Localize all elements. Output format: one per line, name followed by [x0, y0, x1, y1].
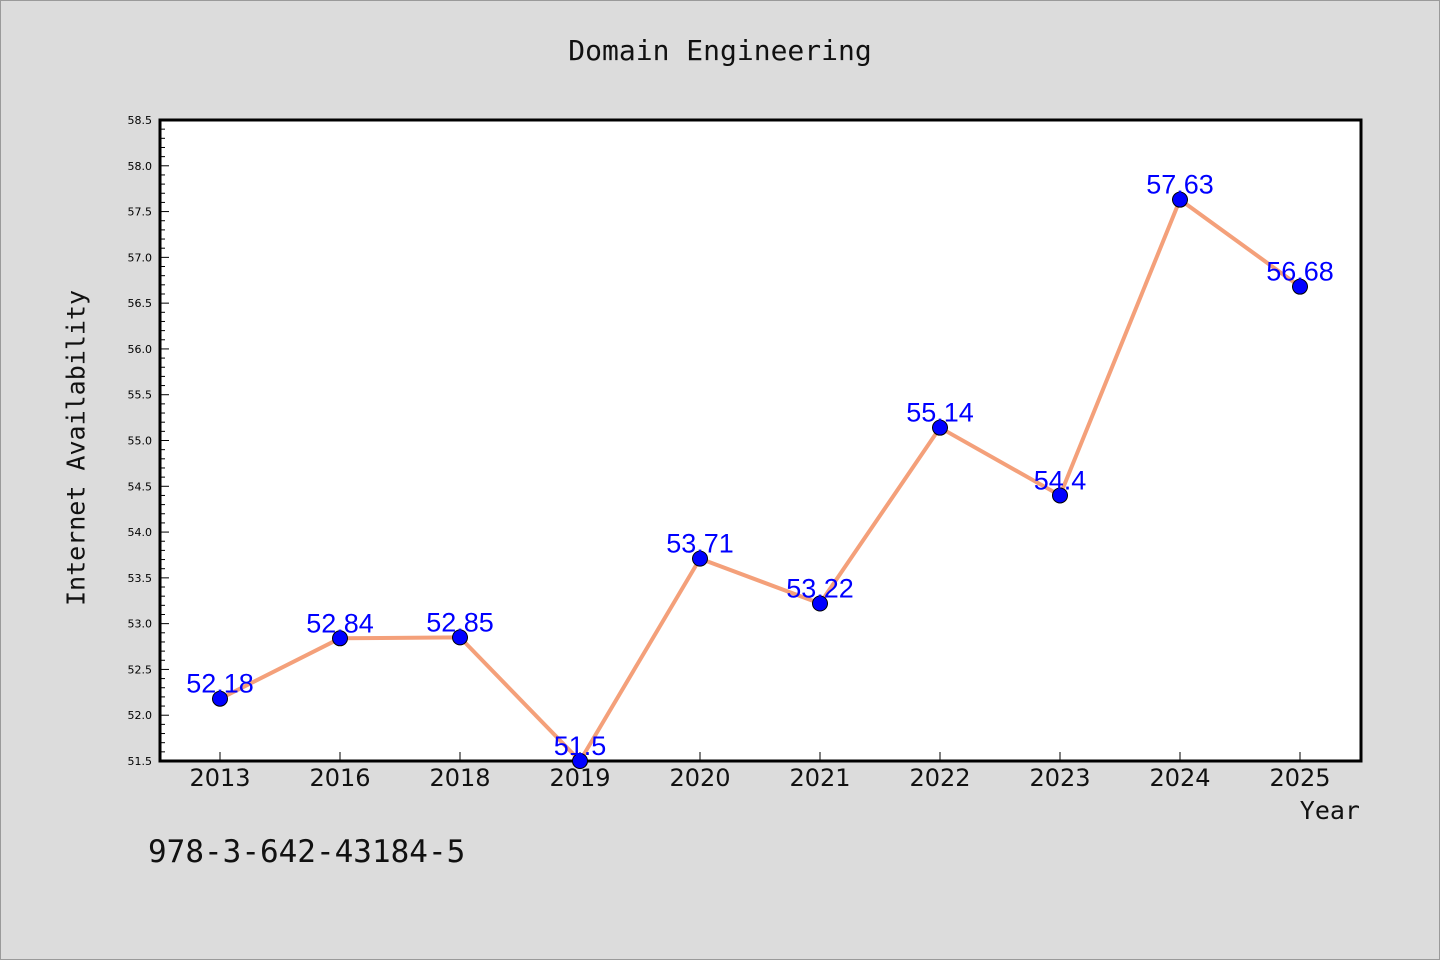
data-point: [572, 753, 588, 769]
x-tick-label: 2022: [909, 764, 970, 792]
data-point: [452, 629, 468, 646]
y-axis: 51.5 52.0 52.5 53.0 53.5 54.0 54.5 55.0 55.5 56.0…: [128, 114, 169, 768]
series-line: [219, 197, 1302, 763]
x-tick-label: 2013: [189, 764, 250, 792]
y-tick-label: 56.0: [128, 343, 153, 356]
data-label: 53.71: [666, 529, 734, 559]
data-label: 54.4: [1034, 465, 1087, 495]
y-tick-label: 52.0: [128, 709, 153, 722]
data-label: 55.14: [906, 398, 974, 428]
data-points: [212, 191, 1308, 769]
data-point: [932, 419, 948, 436]
x-tick-label: 2020: [669, 764, 730, 792]
chart-title: Domain Engineering: [568, 34, 872, 67]
y-tick-label: 55.0: [128, 435, 153, 448]
x-tick-label: 2023: [1029, 764, 1090, 792]
data-point: [1292, 278, 1308, 295]
data-point: [692, 550, 708, 567]
data-point: [332, 630, 348, 647]
y-axis-label: Internet Availability: [61, 289, 91, 607]
data-label: 51.5: [554, 731, 607, 761]
x-axis: 2013 2016 2018 2019 2020 2021 2022 2023 2024 2025: [189, 752, 1331, 792]
series-line-group: [219, 197, 1302, 763]
y-tick-label: 58.0: [128, 160, 153, 173]
y-tick-label: 56.5: [128, 297, 153, 310]
data-point: [212, 690, 228, 707]
x-tick-label: 2024: [1149, 764, 1210, 792]
isbn-text: 978-3-642-43184-5: [148, 834, 466, 870]
data-labels: 52.18 52.84 52.85 51.5 53.71 53.22 55.14 54.4 57…: [186, 170, 1334, 761]
y-tick-label: 57.0: [128, 251, 153, 264]
y-tick-label: 53.5: [128, 572, 153, 585]
y-tick-label: 58.5: [128, 114, 153, 127]
plot-area: [158, 118, 1363, 763]
y-tick-label: 53.0: [128, 618, 153, 631]
y-tick-label: 54.0: [128, 526, 153, 539]
data-label: 52.84: [306, 608, 374, 638]
data-label: 53.22: [786, 573, 854, 603]
x-tick-label: 2025: [1269, 764, 1330, 792]
y-tick-label: 57.5: [128, 206, 153, 219]
y-tick-label: 51.5: [128, 755, 153, 768]
x-tick-label: 2021: [789, 764, 850, 792]
y-tick-label: 54.5: [128, 480, 153, 493]
data-point: [812, 595, 828, 612]
data-point: [1052, 487, 1068, 504]
data-label: 57.63: [1146, 170, 1214, 200]
y-tick-label: 52.5: [128, 663, 153, 676]
x-tick-label: 2018: [429, 764, 490, 792]
x-tick-label: 2016: [309, 764, 370, 792]
data-label: 52.18: [186, 669, 254, 699]
data-label: 56.68: [1266, 257, 1334, 287]
data-label: 52.85: [426, 607, 494, 637]
y-tick-label: 55.5: [128, 389, 153, 402]
x-axis-label: Year: [1299, 796, 1360, 825]
data-point: [1172, 191, 1188, 208]
